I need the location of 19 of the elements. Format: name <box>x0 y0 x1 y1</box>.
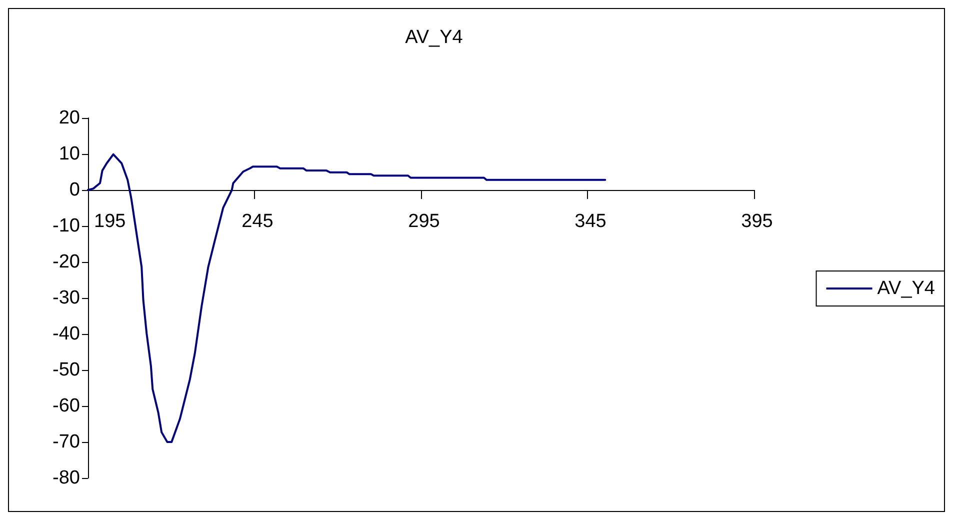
line-series <box>87 153 606 443</box>
y-tick-label: 20 <box>58 108 80 128</box>
y-tick-label: -50 <box>52 360 80 380</box>
y-tick-label: -70 <box>52 432 80 452</box>
y-tick-label: -10 <box>52 216 80 236</box>
y-tick-label: -80 <box>52 468 80 488</box>
y-tick-label: 0 <box>69 180 80 200</box>
y-tick-label: -30 <box>52 288 80 308</box>
y-tick-label: -60 <box>52 396 80 416</box>
chart-title: AV_Y4 <box>405 27 464 48</box>
legend-label: AV_Y4 <box>877 278 936 299</box>
x-tick-label: 245 <box>242 211 274 232</box>
y-tick-label: -20 <box>52 252 80 272</box>
x-tick-label: 195 <box>94 211 126 232</box>
x-tick-label: 345 <box>574 211 606 232</box>
y-tick-label: 10 <box>58 144 80 164</box>
x-tick-label: 295 <box>408 211 440 232</box>
x-tick-label: 395 <box>741 211 773 232</box>
y-tick-label: -40 <box>52 324 80 344</box>
